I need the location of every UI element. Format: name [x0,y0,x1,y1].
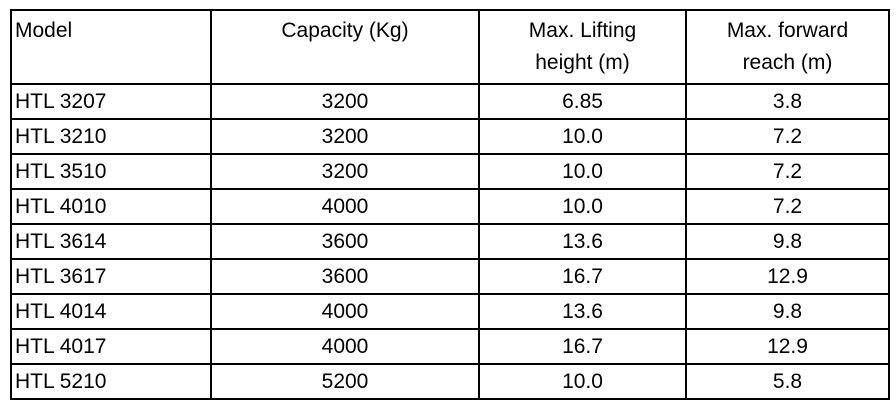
data-row: HTL 4014 4000 13.6 9.8 [10,293,890,330]
cell: 3600 [210,223,480,260]
header-row: Model Capacity (Kg) Max. Lifting height (m)… [10,9,890,85]
data-row: HTL 3510 3200 10.0 7.2 [10,153,890,190]
data-row: HTL 4010 4000 10.0 7.2 [10,188,890,225]
cell: 3.8 [685,83,890,120]
cell: 13.6 [478,223,687,260]
table-body: Model Capacity (Kg) Max. Lifting height (m)… [10,9,890,400]
cell: 5.8 [685,363,890,400]
data-row: HTL 3614 3600 13.6 9.8 [10,223,890,260]
cell: 7.2 [685,188,890,225]
spec-table: Model Capacity (Kg) Max. Lifting height (m)… [10,9,890,400]
cell: 12.9 [685,258,890,295]
data-row: HTL 5210 5200 10.0 5.8 [10,363,890,400]
cell: HTL 4014 [10,293,212,330]
data-row: HTL 3207 3200 6.85 3.8 [10,83,890,120]
cell: 3200 [210,153,480,190]
cell: 9.8 [685,293,890,330]
cell: HTL 3207 [10,83,212,120]
cell: HTL 5210 [10,363,212,400]
header-cell: Max. forward reach (m) [685,9,890,85]
cell: 4000 [210,328,480,365]
cell: 3200 [210,83,480,120]
cell: 10.0 [478,153,687,190]
data-row: HTL 3210 3200 10.0 7.2 [10,118,890,155]
cell: 10.0 [478,363,687,400]
cell: 3200 [210,118,480,155]
cell: 6.85 [478,83,687,120]
cell: 4000 [210,293,480,330]
data-row: HTL 4017 4000 16.7 12.9 [10,328,890,365]
cell: HTL 4017 [10,328,212,365]
cell: 7.2 [685,118,890,155]
cell: HTL 4010 [10,188,212,225]
header-text: height (m) [535,51,630,74]
cell: HTL 3210 [10,118,212,155]
cell: 9.8 [685,223,890,260]
cell: 12.9 [685,328,890,365]
cell: 16.7 [478,328,687,365]
cell: HTL 3617 [10,258,212,295]
header-text: Max. Lifting [528,19,637,42]
header-text: Model [15,19,73,42]
cell: 10.0 [478,118,687,155]
cell: HTL 3510 [10,153,212,190]
cell: 13.6 [478,293,687,330]
cell: 3600 [210,258,480,295]
header-text: reach (m) [742,51,833,74]
cell: 16.7 [478,258,687,295]
cell: HTL 3614 [10,223,212,260]
header-text: Max. forward [726,19,849,42]
header-text: Capacity (Kg) [281,19,409,42]
cell: 10.0 [478,188,687,225]
data-row: HTL 3617 3600 16.7 12.9 [10,258,890,295]
header-cell: Capacity (Kg) [210,9,480,85]
cell: 7.2 [685,153,890,190]
spec-table-wrap: Model Capacity (Kg) Max. Lifting height (m)… [10,9,890,400]
cell: 5200 [210,363,480,400]
cell: 4000 [210,188,480,225]
header-cell: Model [10,9,212,85]
header-cell: Max. Lifting height (m) [478,9,687,85]
